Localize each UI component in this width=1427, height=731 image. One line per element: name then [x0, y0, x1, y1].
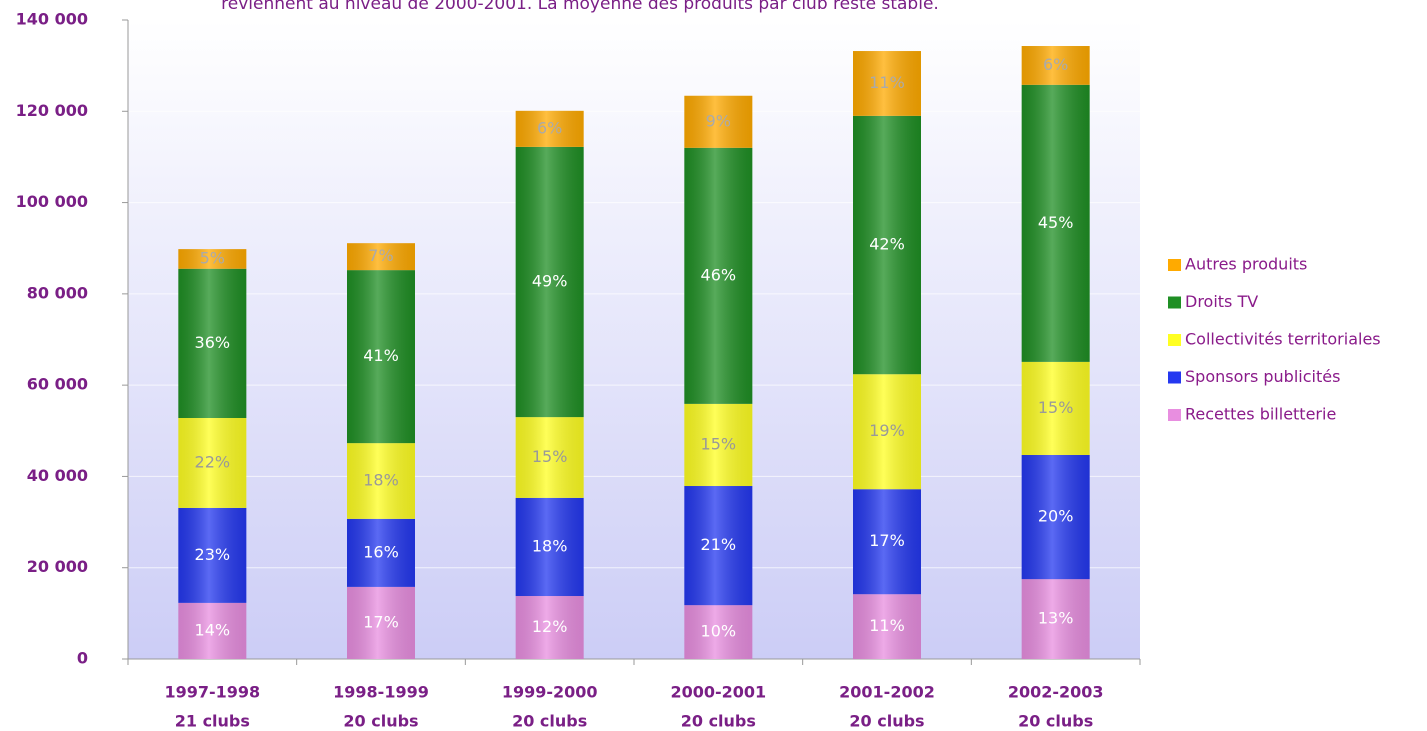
data-label: 23% — [195, 545, 231, 564]
data-label: 10% — [701, 622, 737, 641]
legend-label: Recettes billetterie — [1185, 405, 1336, 424]
legend-swatch — [1168, 296, 1181, 309]
data-label: 7% — [368, 246, 393, 265]
bar-shine — [1021, 46, 1090, 85]
bar-shine — [347, 270, 415, 444]
data-label: 18% — [363, 470, 399, 489]
bar-shine — [515, 110, 584, 147]
legend-label: Collectivités territoriales — [1185, 330, 1381, 349]
data-label: 36% — [195, 333, 231, 352]
x-tick-label: 2002-2003 — [1008, 683, 1104, 702]
x-tick-label: 20 clubs — [343, 712, 418, 731]
bar-shine — [178, 268, 247, 419]
legend-swatch — [1168, 371, 1181, 384]
bar-shine — [1021, 579, 1090, 659]
bar-shine — [515, 417, 584, 498]
data-label: 22% — [195, 452, 231, 471]
x-tick-label: 1998-1999 — [333, 683, 429, 702]
bar-shine — [515, 596, 584, 659]
subtitle: reviennent au niveau de 2000-2001. La mo… — [221, 0, 939, 14]
data-label: 18% — [532, 536, 568, 555]
bar-shine — [853, 489, 921, 595]
data-label: 13% — [1038, 609, 1074, 628]
bar-shine — [347, 518, 415, 587]
data-label: 5% — [200, 248, 225, 267]
bar-shine — [684, 605, 753, 659]
bar-shine — [1021, 84, 1090, 362]
data-label: 42% — [869, 235, 905, 254]
x-tick-label: 2001-2002 — [839, 683, 935, 702]
x-tick-label: 2000-2001 — [670, 683, 766, 702]
data-label: 41% — [363, 346, 399, 365]
data-label: 46% — [701, 265, 737, 284]
data-label: 45% — [1038, 213, 1074, 232]
bar-shine — [1021, 454, 1090, 580]
x-tick-label: 21 clubs — [175, 712, 250, 731]
bar-shine — [853, 374, 921, 490]
bar-shine — [853, 115, 921, 375]
plot-area — [128, 20, 1140, 659]
y-tick-label: 140 000 — [16, 10, 88, 29]
bar-shine — [178, 507, 247, 603]
data-label: 6% — [1043, 55, 1068, 74]
data-label: 15% — [532, 447, 568, 466]
bar-shine — [347, 586, 415, 659]
data-label: 19% — [869, 421, 905, 440]
y-tick-label: 60 000 — [27, 375, 88, 394]
legend-label: Sponsors publicités — [1185, 367, 1340, 386]
bar-shine — [684, 486, 753, 606]
y-tick-label: 80 000 — [27, 283, 88, 302]
data-label: 14% — [195, 620, 231, 639]
x-tick-label: 20 clubs — [849, 712, 924, 731]
bar-shine — [684, 147, 753, 404]
data-label: 17% — [363, 612, 399, 631]
bar-shine — [347, 243, 415, 271]
bar-shine — [178, 418, 247, 508]
bar-shine — [178, 249, 247, 269]
bar-shine — [853, 51, 921, 116]
bar-shine — [853, 594, 921, 659]
data-label: 49% — [532, 271, 568, 290]
legend-swatch — [1168, 409, 1181, 421]
x-tick-label: 20 clubs — [681, 712, 756, 731]
data-label: 6% — [537, 118, 562, 137]
data-label: 11% — [869, 616, 905, 635]
data-label: 15% — [701, 434, 737, 453]
data-label: 20% — [1038, 507, 1074, 526]
legend-label: Autres produits — [1185, 255, 1307, 274]
bar-shine — [684, 95, 753, 148]
y-tick-label: 40 000 — [27, 466, 88, 485]
data-label: 15% — [1038, 398, 1074, 417]
legend-swatch — [1168, 334, 1181, 346]
x-tick-label: 1997-1998 — [164, 683, 260, 702]
y-tick-label: 20 000 — [27, 557, 88, 576]
bar-shine — [178, 602, 247, 659]
bar-shine — [515, 497, 584, 597]
bar-shine — [515, 146, 584, 418]
x-tick-label: 20 clubs — [512, 712, 587, 731]
data-label: 12% — [532, 617, 568, 636]
legend-swatch — [1168, 259, 1181, 271]
data-label: 16% — [363, 542, 399, 561]
data-label: 17% — [869, 531, 905, 550]
bar-shine — [347, 443, 415, 519]
y-tick-label: 100 000 — [16, 192, 88, 211]
x-tick-label: 20 clubs — [1018, 712, 1093, 731]
bar-shine — [684, 403, 753, 487]
data-label: 21% — [701, 535, 737, 554]
data-label: 11% — [869, 73, 905, 92]
x-tick-label: 1999-2000 — [502, 683, 598, 702]
legend-label: Droits TV — [1185, 292, 1258, 311]
bar-shine — [1021, 361, 1090, 455]
data-label: 9% — [706, 111, 731, 130]
y-tick-label: 120 000 — [16, 101, 88, 120]
y-tick-label: 0 — [77, 649, 88, 668]
